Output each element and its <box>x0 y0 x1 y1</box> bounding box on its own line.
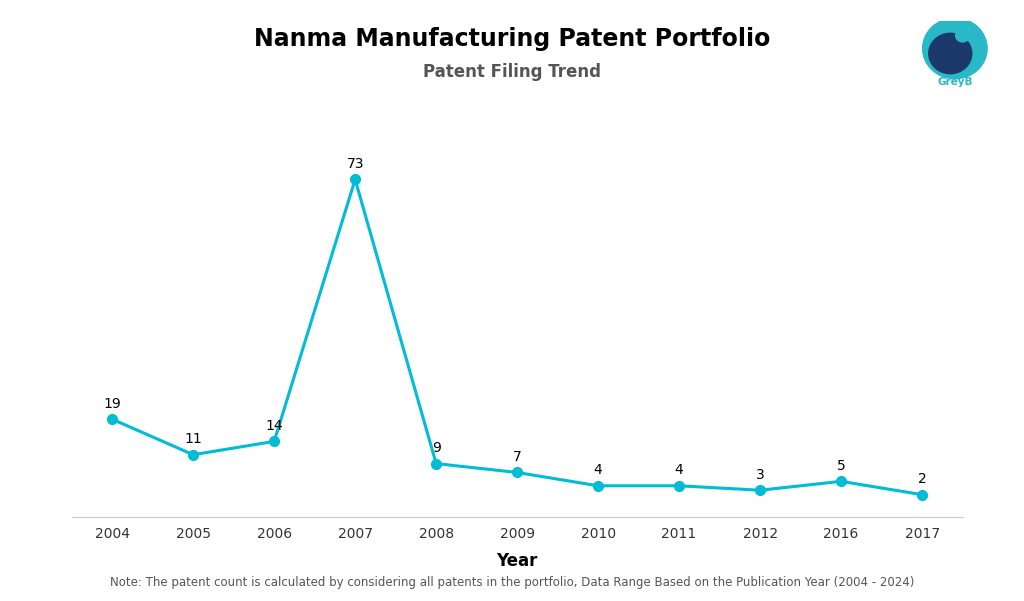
Point <box>185 450 202 460</box>
Point <box>833 477 849 486</box>
Point <box>509 468 525 477</box>
Circle shape <box>929 33 972 74</box>
Text: 73: 73 <box>346 157 364 171</box>
Text: 4: 4 <box>594 463 602 477</box>
Text: Patent Filing Trend: Patent Filing Trend <box>423 63 601 81</box>
Text: 2: 2 <box>918 472 927 486</box>
Text: 9: 9 <box>432 441 440 455</box>
Point <box>913 490 930 499</box>
Text: 4: 4 <box>675 463 683 477</box>
X-axis label: Year: Year <box>497 552 538 570</box>
Text: GreyB: GreyB <box>937 78 973 87</box>
Point <box>671 481 687 490</box>
Text: 7: 7 <box>513 450 521 464</box>
Point <box>590 481 606 490</box>
Text: Nanma Manufacturing Patent Portfolio: Nanma Manufacturing Patent Portfolio <box>254 27 770 51</box>
Text: 14: 14 <box>265 419 283 433</box>
Circle shape <box>955 29 970 42</box>
Text: 11: 11 <box>184 432 202 447</box>
Circle shape <box>923 18 987 79</box>
Point <box>104 415 121 424</box>
Point <box>428 459 444 468</box>
Point <box>266 436 283 446</box>
Text: Note: The patent count is calculated by considering all patents in the portfolio: Note: The patent count is calculated by … <box>110 576 914 589</box>
Text: 19: 19 <box>103 397 121 411</box>
Point <box>347 175 364 185</box>
Text: 5: 5 <box>837 459 846 473</box>
Text: 3: 3 <box>756 468 765 482</box>
Point <box>752 486 768 495</box>
